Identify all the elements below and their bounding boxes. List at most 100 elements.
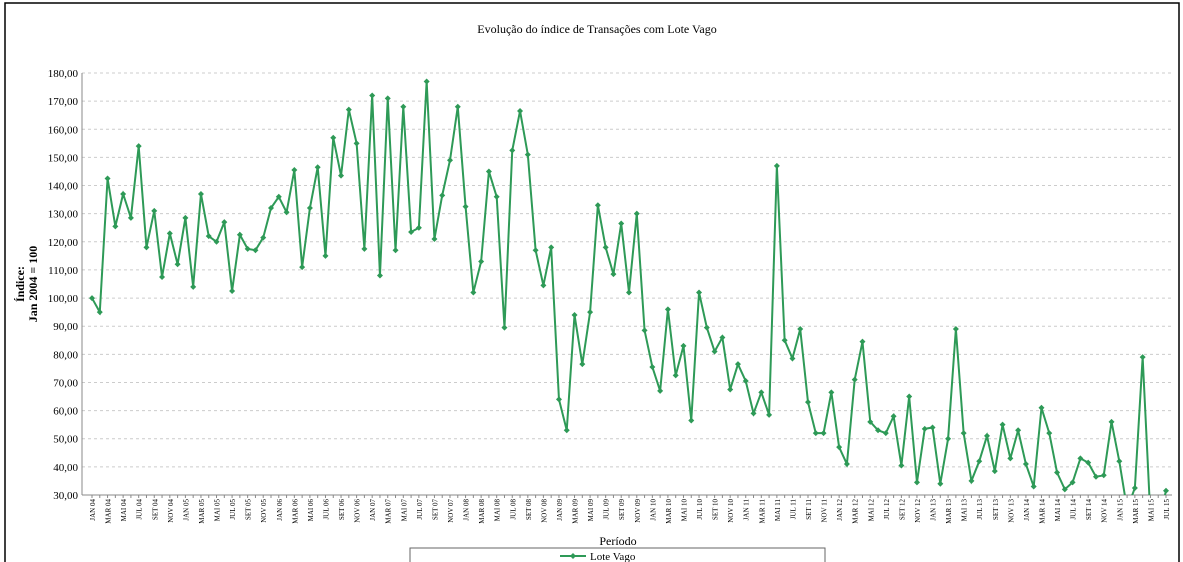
x-tick-label: MAR 15 (1132, 499, 1140, 524)
marker (789, 355, 796, 362)
marker (1061, 486, 1068, 493)
x-tick-label: MAR 11 (758, 499, 766, 524)
marker (376, 272, 383, 279)
marker (361, 245, 368, 252)
marker (96, 309, 103, 316)
y-axis-title: Índice: (13, 266, 27, 302)
x-tick-label: NOV 05 (260, 499, 268, 523)
x-tick-label: JAN 06 (276, 499, 284, 521)
marker (322, 252, 329, 259)
x-tick-label: MAI 09 (587, 499, 595, 522)
marker (415, 224, 422, 231)
marker (937, 480, 944, 487)
x-tick-label: JUL 09 (603, 499, 611, 520)
marker (727, 386, 734, 393)
marker (633, 210, 640, 217)
y-tick-label: 70,00 (53, 377, 78, 389)
marker (166, 230, 173, 237)
legend-marker (570, 553, 576, 559)
marker (197, 190, 204, 197)
x-tick-label: JAN 04 (89, 499, 97, 521)
marker (1100, 472, 1107, 479)
x-tick-label: MAI 13 (961, 499, 969, 522)
marker (501, 324, 508, 331)
marker (268, 205, 274, 212)
y-tick-label: 50,00 (53, 434, 78, 446)
x-tick-label: NOV 10 (727, 499, 735, 523)
x-tick-label: NOV 13 (1007, 499, 1015, 523)
y-tick-label: 150,00 (48, 152, 79, 164)
x-tick-label: JAN 12 (836, 499, 844, 521)
marker (680, 342, 687, 349)
x-tick-label: JAN 14 (1023, 499, 1031, 521)
x-tick-label: JAN 13 (930, 499, 938, 521)
marker (1163, 487, 1169, 494)
x-tick-label: JAN 09 (556, 499, 564, 521)
x-tick-label: MAI 07 (400, 499, 408, 522)
marker (797, 326, 804, 333)
x-tick-label: JUL 13 (976, 499, 984, 520)
marker (236, 231, 243, 238)
marker (1085, 459, 1092, 466)
marker (431, 235, 438, 242)
x-tick-label: MAR 06 (291, 499, 299, 524)
marker (182, 214, 189, 221)
x-tick-label: MAI 10 (680, 499, 688, 522)
x-tick-label: SET 13 (992, 499, 1000, 521)
plot-area (89, 78, 1169, 495)
marker (859, 338, 866, 345)
marker (1015, 427, 1022, 434)
x-tick-label: MAR 04 (105, 499, 113, 524)
x-tick-label: MAI 04 (120, 499, 128, 522)
marker (906, 393, 913, 400)
marker (1046, 430, 1053, 437)
y-tick-label: 170,00 (48, 96, 79, 108)
marker (610, 271, 617, 278)
y-tick-label: 120,00 (48, 237, 79, 249)
marker (314, 164, 321, 171)
marker (1069, 479, 1076, 486)
x-tick-label: JUL 04 (136, 499, 144, 520)
marker (602, 244, 609, 251)
marker (127, 214, 134, 221)
marker (999, 421, 1006, 428)
marker (447, 157, 453, 164)
marker (758, 389, 765, 396)
y-tick-label: 40,00 (53, 462, 78, 474)
x-tick-label: MAI 05 (214, 499, 222, 522)
x-tick-label: JUL 12 (883, 499, 891, 520)
x-tick-label: NOV 12 (914, 499, 922, 523)
marker (548, 244, 555, 251)
marker (485, 168, 492, 175)
marker (1022, 461, 1029, 468)
x-tick-label: SET 11 (805, 499, 813, 520)
x-tick-label: SET 06 (338, 499, 346, 521)
y-tick-label: 180,00 (48, 68, 79, 80)
x-tick-label: NOV 09 (634, 499, 642, 523)
marker (205, 233, 212, 240)
x-tick-label: JAN 08 (463, 499, 471, 521)
marker (384, 95, 391, 102)
y-tick-label: 140,00 (48, 181, 79, 193)
legend-box (409, 547, 826, 562)
marker (524, 151, 531, 158)
y-tick-label: 90,00 (53, 321, 78, 333)
marker (734, 361, 741, 368)
marker (1131, 484, 1138, 491)
marker (867, 418, 874, 425)
marker (423, 78, 430, 85)
y-tick-label: 30,00 (53, 490, 78, 502)
marker (299, 264, 306, 271)
marker (657, 387, 664, 394)
x-tick-label: MAR 13 (945, 499, 953, 524)
x-tick-label: JAN 05 (182, 499, 190, 521)
x-tick-label: NOV 06 (354, 499, 362, 523)
marker (112, 223, 119, 230)
chart-title: Evolução do índice de Transações com Lot… (477, 22, 716, 36)
marker (353, 140, 360, 147)
y-tick-label: 60,00 (53, 406, 78, 418)
x-tick-label: JUL 14 (1070, 499, 1078, 520)
marker (291, 167, 298, 174)
x-tick-label: NOV 11 (821, 499, 829, 523)
marker (470, 289, 477, 296)
